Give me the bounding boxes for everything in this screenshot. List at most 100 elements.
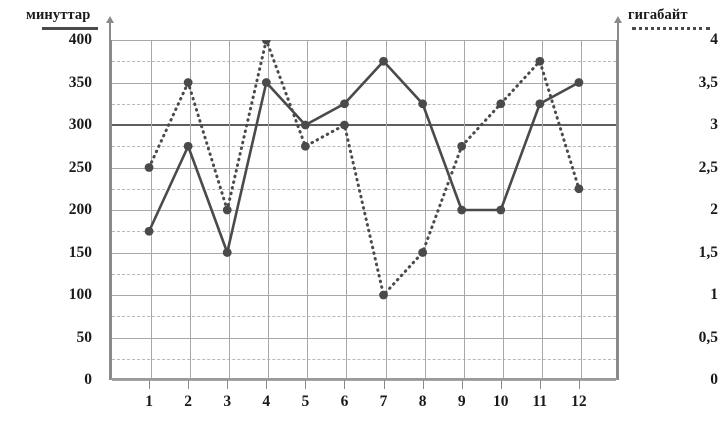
y-axis-right-tick-label: 1,5 [698, 243, 718, 261]
gridline-horizontal-minor [112, 273, 616, 275]
y-axis-left-tick-label: 200 [68, 201, 92, 218]
y-axis-right-line [617, 22, 619, 380]
legend-right-label: гигабайт [628, 7, 688, 23]
x-axis-tick-mark [266, 380, 268, 389]
data-point-marker [261, 40, 271, 45]
legend-right-line-sample [632, 26, 710, 34]
data-point-marker [222, 248, 232, 257]
gridline-vertical [307, 40, 309, 378]
data-point-marker [340, 120, 349, 130]
x-axis-tick-label: 2 [184, 393, 193, 410]
series-line [147, 59, 581, 254]
gridline-vertical [424, 40, 426, 378]
y-axis-left-tick-label: 100 [68, 286, 92, 303]
gridline-horizontal-major [112, 380, 616, 381]
data-point-marker [535, 56, 545, 66]
series-gigabyte [144, 40, 584, 300]
legend-right: гигабайт [628, 8, 710, 34]
y-axis-right-tick-label: 0,5 [698, 328, 718, 346]
y-axis-left-tick-label: 0 [84, 371, 92, 388]
data-point-marker [496, 99, 506, 109]
legend-left-label: минуттар [26, 7, 91, 23]
x-axis-tick-mark [149, 380, 151, 389]
series-line [147, 40, 581, 297]
gridline-horizontal-minor [112, 103, 616, 105]
data-point-marker [340, 99, 349, 109]
gridline-vertical [151, 40, 153, 378]
gridline-horizontal-minor [112, 61, 616, 63]
y-axis-left-tick-label: 350 [68, 73, 92, 91]
data-point-marker [261, 78, 271, 87]
data-point-marker [300, 120, 310, 130]
series-layer [144, 40, 584, 300]
gridline-vertical [580, 40, 582, 378]
data-point-marker [222, 205, 232, 215]
data-point-marker [574, 78, 584, 87]
x-axis-tick-label: 3 [223, 393, 232, 410]
x-axis-tick-mark [305, 380, 307, 389]
data-point-marker [183, 141, 193, 151]
gridline-horizontal-minor [112, 231, 616, 233]
gridline-horizontal-major [112, 337, 616, 339]
y-axis-right-tick-label: 3,5 [698, 73, 718, 91]
x-axis-tick-mark [344, 380, 346, 389]
data-point-marker [144, 163, 154, 172]
gridline-horizontal-minor [112, 188, 616, 190]
gridline-vertical [190, 40, 192, 378]
gridline-horizontal-major [112, 40, 616, 41]
x-axis-tick-mark [227, 380, 229, 389]
data-point-marker [300, 141, 310, 151]
y-axis-left-tick-label: 250 [68, 158, 92, 176]
y-axis-left-tick-label: 400 [68, 31, 92, 48]
x-axis-tick-mark [461, 380, 463, 389]
data-point-marker [418, 248, 428, 257]
x-axis-tick-label: 6 [340, 393, 349, 410]
data-point-marker [496, 205, 506, 215]
y-axis-left-tick-label: 150 [68, 243, 92, 261]
y-axis-right-tick-label: 2 [710, 201, 718, 218]
data-point-marker [379, 56, 388, 66]
y-axis-right-tick-label: 1 [710, 286, 718, 303]
x-axis-tick-label: 8 [418, 393, 427, 410]
data-point-marker [574, 184, 584, 194]
y-axis-right-tick-label: 3 [710, 116, 718, 133]
x-axis-tick-label: 12 [571, 393, 587, 410]
x-axis-tick-mark [539, 380, 541, 389]
data-point-marker [457, 141, 467, 151]
x-axis-tick-mark [578, 380, 580, 389]
gridline-vertical [346, 40, 348, 378]
series-minutes [144, 56, 584, 257]
y-axis-left-labels: 400 350 300 250 200 150 100 50 0 [0, 0, 100, 426]
x-axis-tick-mark [188, 380, 190, 389]
y-axis-right-tick-label: 2,5 [698, 158, 718, 176]
x-axis-tick-mark [383, 380, 385, 389]
gridline-vertical [541, 40, 543, 378]
y-axis-right-tick-label: 4 [710, 31, 718, 48]
y-axis-right-tick-label: 0 [710, 371, 718, 388]
x-axis-tick-label: 10 [493, 393, 509, 410]
legend-left: минуттар [26, 8, 98, 34]
x-axis-tick-mark [500, 380, 502, 389]
gridline-horizontal-major [112, 210, 616, 211]
x-axis-tick-label: 11 [532, 393, 548, 410]
y-axis-left-tick-label: 300 [68, 116, 92, 133]
x-axis-tick-mark [422, 380, 424, 389]
x-axis-tick-label: 9 [457, 393, 466, 410]
data-point-marker [457, 205, 467, 215]
gridline-vertical [385, 40, 387, 378]
y-axis-left-tick-label: 50 [76, 328, 93, 346]
data-point-marker [418, 99, 428, 109]
y-axis-right-arrow-icon [614, 16, 622, 23]
gridline-horizontal-minor [112, 316, 616, 318]
gridline-vertical [268, 40, 270, 378]
legend-left-line-sample [42, 26, 98, 34]
gridline-horizontal-minor [112, 358, 616, 360]
gridline-horizontal-minor [112, 146, 616, 148]
x-axis-tick-label: 7 [379, 393, 388, 410]
gridline-horizontal-major [112, 167, 616, 169]
data-point-marker [535, 99, 545, 109]
data-point-marker [379, 290, 388, 300]
gridline-horizontal-major [112, 124, 616, 126]
